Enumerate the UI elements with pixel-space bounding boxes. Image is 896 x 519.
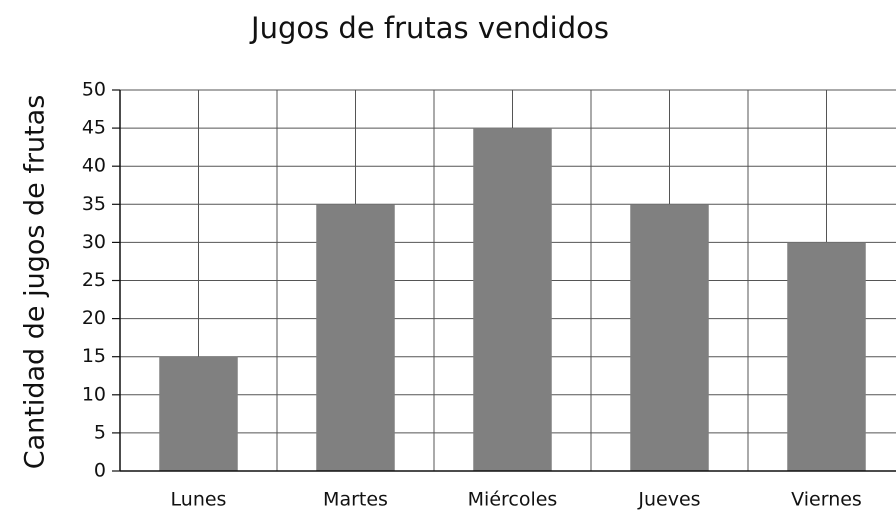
x-tick-label: Martes	[323, 489, 388, 511]
bar	[316, 204, 395, 472]
bar	[787, 242, 866, 471]
y-tick-label: 5	[94, 421, 106, 443]
y-tick-label: 10	[82, 383, 106, 405]
y-axis-label: Cantidad de jugos de frutas	[20, 95, 51, 470]
y-tick-label: 50	[82, 79, 106, 101]
y-tick-label: 40	[82, 155, 106, 177]
y-tick-label: 35	[82, 193, 106, 215]
y-tick-label: 45	[82, 117, 106, 139]
y-tick-label: 15	[82, 345, 106, 367]
x-tick-label: Miércoles	[468, 489, 558, 511]
x-tick-label: Lunes	[171, 489, 227, 511]
y-tick-label: 25	[82, 269, 106, 291]
bar	[630, 204, 709, 472]
bar	[159, 356, 238, 471]
y-tick-label: 0	[94, 460, 106, 482]
x-tick-label: Viernes	[791, 489, 862, 511]
y-tick-label: 20	[82, 307, 106, 329]
y-tick-label: 30	[82, 231, 106, 253]
bar	[473, 128, 552, 471]
x-tick-label: Jueves	[637, 489, 700, 511]
chart-title: Jugos de frutas vendidos	[249, 11, 609, 45]
